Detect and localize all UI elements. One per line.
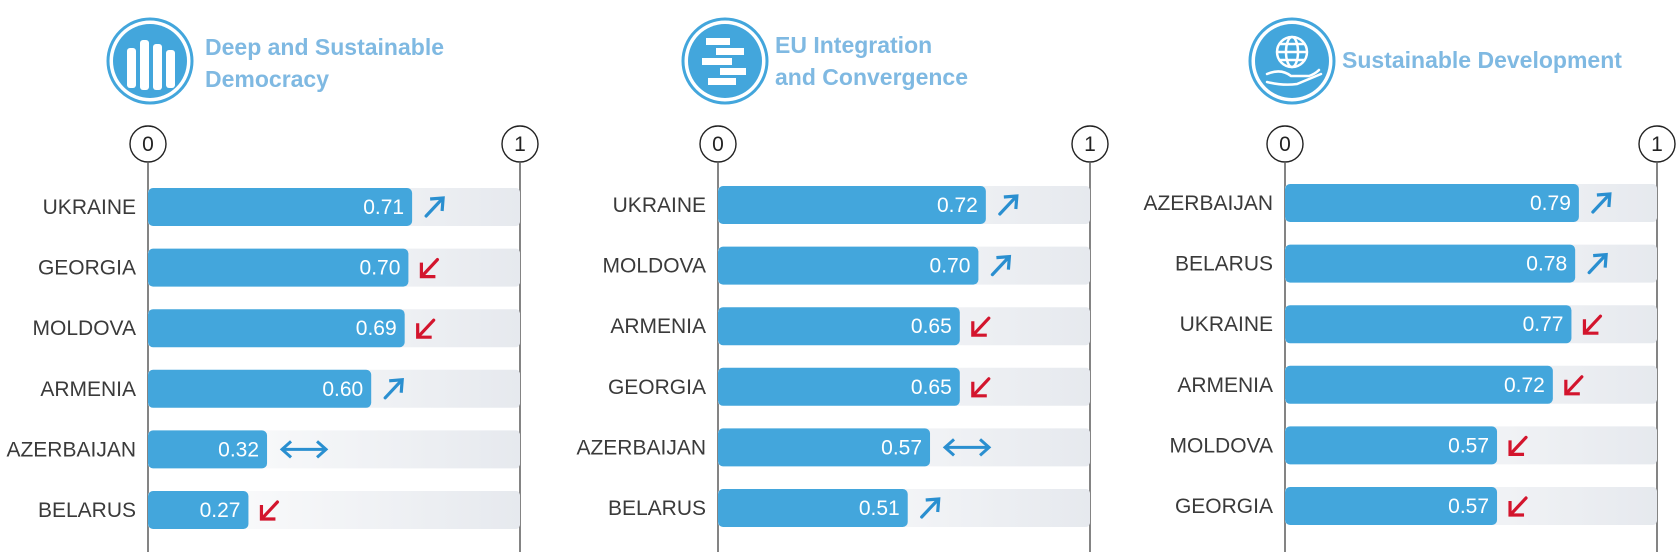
tick-circle [501, 125, 539, 163]
bar [1285, 184, 1579, 222]
tick-circle [1266, 125, 1304, 163]
chart-panel-sustainable-development: Sustainable Development 0 1 0.79 AZERBAIJAN… [1130, 0, 1679, 559]
bar [148, 248, 409, 287]
chart-icon [1248, 17, 1336, 105]
trend-up-icon [1591, 192, 1612, 214]
chart-icon [681, 17, 769, 105]
trend-down-icon [971, 316, 991, 337]
category-label: BELARUS [608, 497, 706, 520]
bar [1285, 365, 1553, 404]
tick-label: 0 [142, 133, 154, 156]
bar [718, 307, 960, 346]
trend-up-icon [424, 196, 445, 218]
category-label: ARMENIA [610, 315, 706, 338]
category-label: MOLDOVA [603, 255, 706, 278]
bar [718, 246, 979, 285]
tick-circle [1638, 125, 1676, 163]
trend-down-icon [416, 318, 436, 339]
value-label: 0.72 [1504, 374, 1545, 397]
value-label: 0.27 [200, 499, 241, 522]
category-label: GEORGIA [608, 376, 706, 399]
category-label: ARMENIA [1177, 374, 1273, 397]
value-label: 0.79 [1530, 192, 1571, 215]
trend-up-icon [990, 254, 1012, 277]
chart-title: EU Integration and Convergence [775, 32, 968, 90]
bar [718, 489, 908, 527]
category-label: BELARUS [1175, 253, 1273, 276]
tick-circle [1071, 125, 1109, 163]
value-label: 0.60 [322, 378, 363, 401]
bar [718, 186, 986, 224]
category-label: UKRAINE [613, 194, 706, 217]
bar [718, 367, 960, 406]
trend-up-icon [920, 497, 941, 519]
bar [1285, 487, 1498, 525]
bar [1285, 426, 1498, 465]
bar [148, 369, 372, 408]
chart-icon [106, 17, 194, 105]
trend-up-icon [1587, 252, 1608, 275]
value-label: 0.57 [881, 436, 922, 459]
trend-down-icon [1508, 435, 1528, 456]
trend-same-icon [942, 438, 992, 457]
value-label: 0.57 [1448, 434, 1489, 457]
category-label: GEORGIA [38, 257, 136, 280]
trend-same-icon [279, 440, 329, 459]
value-label: 0.70 [930, 255, 971, 278]
chart-title: Sustainable Development [1342, 47, 1622, 73]
value-label: 0.72 [937, 194, 978, 217]
chart-plot: 0 1 0.72 UKRAINE 0.70 MOLDOVA 0.65 ARMENIA 0.65 G… [576, 125, 1109, 552]
trend-up-icon [383, 378, 404, 400]
tick-label: 0 [1279, 133, 1291, 156]
chart-plot: 0 1 0.79 AZERBAIJAN 0.78 BELARUS 0.77 UKRAINE 0.… [1143, 125, 1676, 552]
category-label: UKRAINE [1180, 313, 1273, 336]
chart-panel-eu-integration: EU Integration and Convergence 0 1 0.72 UKR… [570, 0, 1120, 559]
tick-label: 1 [1084, 133, 1096, 156]
category-label: AZERBAIJAN [6, 438, 136, 461]
value-label: 0.57 [1448, 495, 1489, 518]
trend-up-icon [998, 194, 1019, 216]
chart-title: Deep and Sustainable Democracy [205, 34, 445, 92]
bar [1285, 305, 1572, 344]
category-label: GEORGIA [1175, 495, 1273, 518]
category-label: AZERBAIJAN [576, 436, 706, 459]
bar [718, 428, 931, 467]
bar [148, 309, 405, 348]
category-label: MOLDOVA [33, 317, 136, 340]
tick-label: 1 [514, 133, 526, 156]
value-label: 0.65 [911, 315, 952, 338]
value-label: 0.70 [360, 257, 401, 280]
tick-circle [129, 125, 167, 163]
category-label: UKRAINE [43, 196, 136, 219]
trend-down-icon [259, 500, 280, 521]
value-label: 0.32 [218, 438, 259, 461]
chart-panel-democracy: Deep and Sustainable Democracy 0 1 0.71 UKR… [0, 0, 560, 559]
trend-down-icon [419, 258, 439, 279]
bar [148, 188, 413, 226]
value-label: 0.51 [859, 497, 900, 520]
tick-label: 0 [712, 133, 724, 156]
category-label: AZERBAIJAN [1143, 192, 1273, 215]
category-label: MOLDOVA [1170, 434, 1273, 457]
tick-label: 1 [1651, 133, 1663, 156]
trend-down-icon [971, 377, 991, 398]
trend-down-icon [1508, 496, 1528, 517]
category-label: BELARUS [38, 499, 136, 522]
value-label: 0.78 [1526, 253, 1567, 276]
category-label: ARMENIA [40, 378, 136, 401]
tick-circle [699, 125, 737, 163]
chart-plot: 0 1 0.71 UKRAINE 0.70 GEORGIA 0.69 MOLDOVA 0.60 A… [6, 125, 539, 552]
value-label: 0.77 [1523, 313, 1564, 336]
trend-down-icon [1564, 375, 1584, 396]
bar [148, 430, 268, 469]
bar [148, 491, 249, 529]
value-label: 0.69 [356, 317, 397, 340]
trend-down-icon [1582, 314, 1603, 335]
bar [1285, 244, 1576, 283]
value-label: 0.65 [911, 376, 952, 399]
value-label: 0.71 [363, 196, 404, 219]
